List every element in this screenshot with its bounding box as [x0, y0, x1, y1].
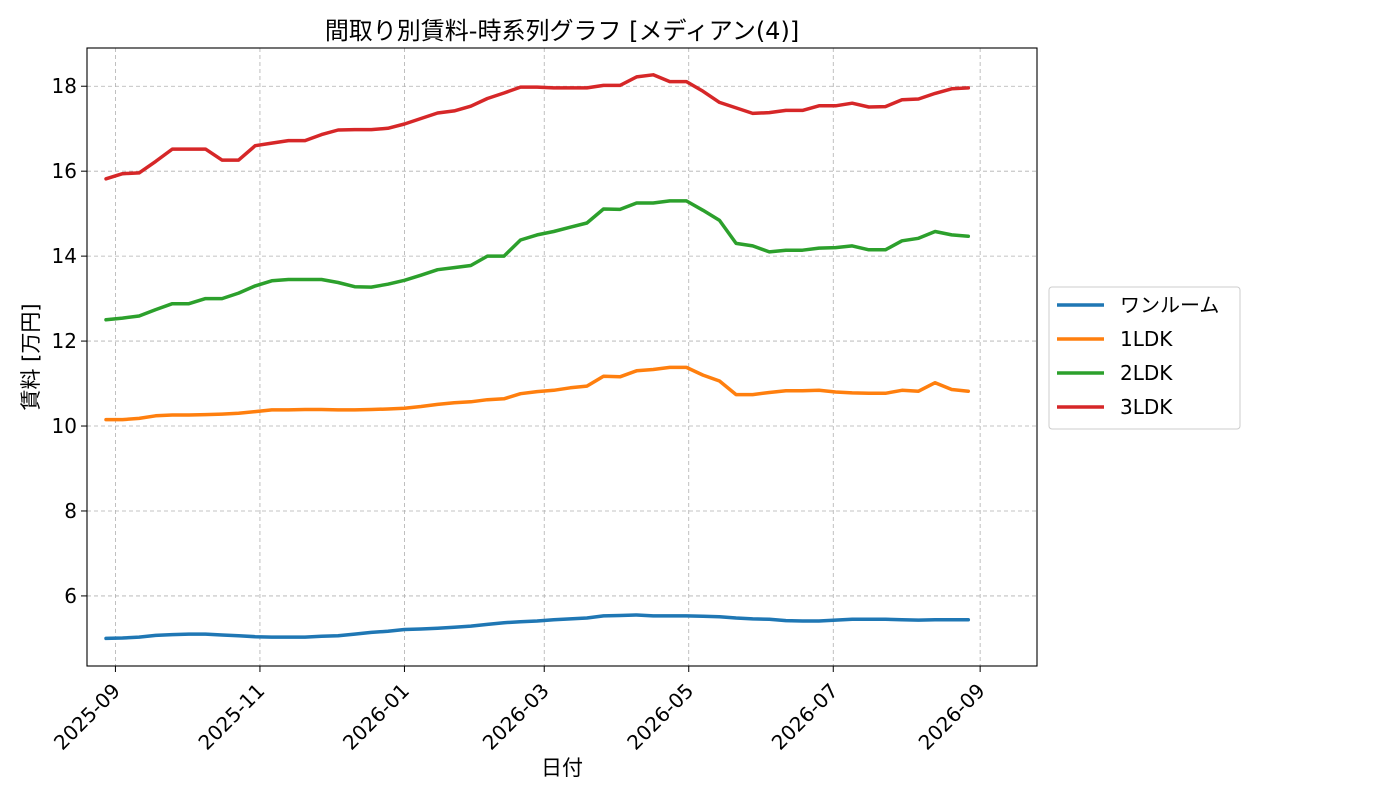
- series-line: [104, 73, 971, 181]
- y-tick-label: 12: [52, 329, 77, 353]
- x-tick-label: 2025-11: [193, 679, 269, 755]
- plot-frame: [86, 47, 1038, 667]
- legend-label: ワンルーム: [1120, 293, 1219, 317]
- x-axis-label: 日付: [541, 756, 583, 780]
- legend-label: 3LDK: [1120, 395, 1173, 419]
- series-layer: [104, 73, 971, 641]
- x-tick-label: 2026-07: [767, 679, 843, 755]
- chart-title: 間取り別賃料-時系列グラフ [メディアン(4)]: [325, 17, 799, 45]
- y-tick-label: 18: [52, 74, 77, 98]
- x-tick-label: 2025-09: [49, 679, 125, 755]
- x-tick-label: 2026-09: [914, 679, 990, 755]
- legend-box: [1048, 286, 1241, 430]
- legend-label: 2LDK: [1120, 361, 1173, 385]
- grid-layer: [87, 48, 1037, 666]
- y-axis-label: 賃料 [万円]: [19, 303, 43, 410]
- series-line: [104, 613, 971, 641]
- legend-label: 1LDK: [1120, 327, 1173, 351]
- y-tick-label: 10: [52, 414, 77, 438]
- y-tick-label: 16: [52, 159, 77, 183]
- y-tick-label: 8: [64, 499, 77, 523]
- series-line: [104, 365, 971, 422]
- y-tick-label: 6: [64, 584, 77, 608]
- legend: ワンルーム 1LDK 2LDK 3LDK: [1048, 286, 1241, 430]
- series-line: [104, 199, 971, 322]
- x-tick-label: 2026-05: [622, 679, 698, 755]
- x-tick-label: 2026-03: [478, 679, 554, 755]
- x-tick-label: 2026-01: [338, 679, 414, 755]
- y-tick-label: 14: [52, 244, 77, 268]
